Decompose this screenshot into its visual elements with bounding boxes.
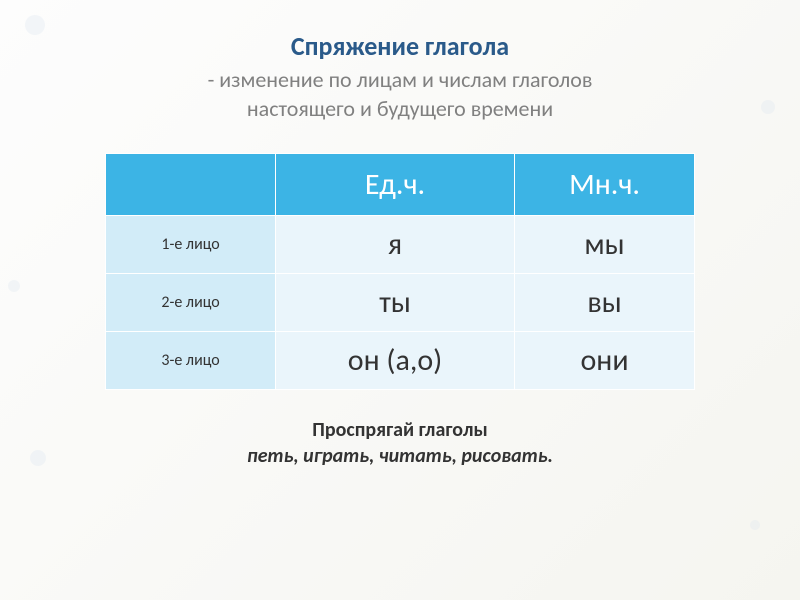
table-row: 1-е лицо я мы bbox=[106, 216, 695, 274]
row-label-2nd: 2-е лицо bbox=[106, 274, 276, 332]
subtitle-line-2: настоящего и будущего времени bbox=[247, 95, 553, 122]
table-header-row: Ед.ч. Мн.ч. bbox=[106, 154, 695, 216]
footer-instruction: Проспрягай глаголы bbox=[50, 418, 750, 442]
subtitle-line-1: - изменение по лицам и числам глаголов bbox=[208, 66, 593, 93]
row-label-1st: 1-е лицо bbox=[106, 216, 276, 274]
cell-1st-sg: я bbox=[276, 216, 515, 274]
table-row: 3-е лицо он (а,о) они bbox=[106, 332, 695, 390]
table-row: 2-е лицо ты вы bbox=[106, 274, 695, 332]
row-label-3rd: 3-е лицо bbox=[106, 332, 276, 390]
conjugation-table: Ед.ч. Мн.ч. 1-е лицо я мы 2-е лицо ты вы… bbox=[105, 153, 695, 390]
slide-subtitle: - изменение по лицам и числам глаголов н… bbox=[50, 66, 750, 123]
cell-2nd-pl: вы bbox=[515, 274, 695, 332]
slide-title: Спряжение глагола bbox=[50, 30, 750, 62]
footer-verbs: петь, играть, читать, рисовать. bbox=[50, 444, 750, 468]
cell-2nd-sg: ты bbox=[276, 274, 515, 332]
cell-3rd-pl: они bbox=[515, 332, 695, 390]
header-plural: Мн.ч. bbox=[515, 154, 695, 216]
cell-3rd-sg: он (а,о) bbox=[276, 332, 515, 390]
cell-1st-pl: мы bbox=[515, 216, 695, 274]
header-singular: Ед.ч. bbox=[276, 154, 515, 216]
conjugation-table-container: Ед.ч. Мн.ч. 1-е лицо я мы 2-е лицо ты вы… bbox=[105, 153, 695, 390]
table-corner-cell bbox=[106, 154, 276, 216]
footer-task: Проспрягай глаголы петь, играть, читать,… bbox=[50, 418, 750, 468]
